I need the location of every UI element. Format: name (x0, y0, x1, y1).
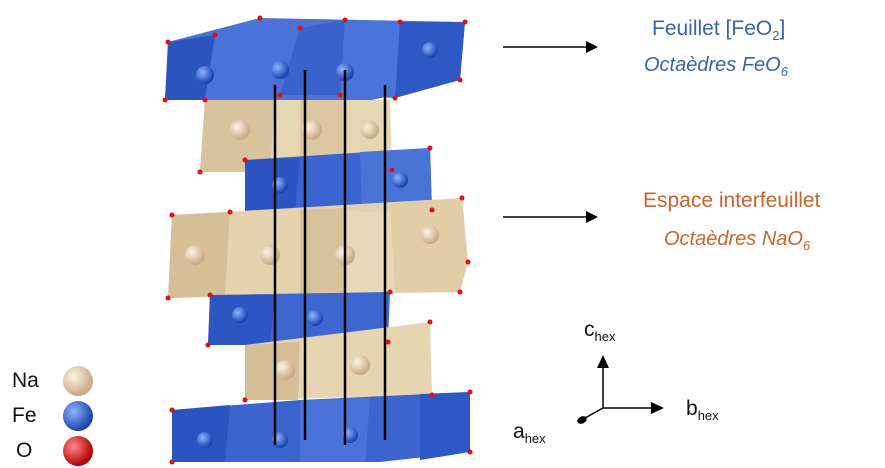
legend-fe-label: Fe (12, 404, 37, 427)
feo2-sheet-bottom (172, 392, 470, 462)
interlayer-title: Espace interfeuillet (643, 189, 821, 212)
legend-o-label: O (16, 439, 33, 462)
unit-cell-lines (273, 70, 387, 445)
nao6-layer-2 (168, 198, 468, 298)
oxygen-atoms (162, 15, 473, 465)
arrow-interlayer (503, 211, 598, 223)
legend-o-sphere (63, 436, 93, 466)
legend-na-label: Na (12, 369, 39, 392)
interlayer-subtitle: Octaèdres NaO6 (664, 228, 811, 253)
axis-a-label: ahex (513, 420, 546, 446)
axis-b-label: bhex (686, 397, 719, 423)
legend-fe-sphere (63, 401, 93, 431)
arrow-sheet (503, 41, 598, 53)
axis-triad (577, 355, 664, 424)
feo2-sheet-top (165, 18, 465, 100)
axis-c-label: chex (584, 318, 616, 344)
sheet-subtitle: Octaèdres FeO6 (644, 54, 788, 79)
legend-na-sphere (63, 366, 93, 396)
sheet-title: Feuillet [FeO2] (652, 17, 786, 43)
